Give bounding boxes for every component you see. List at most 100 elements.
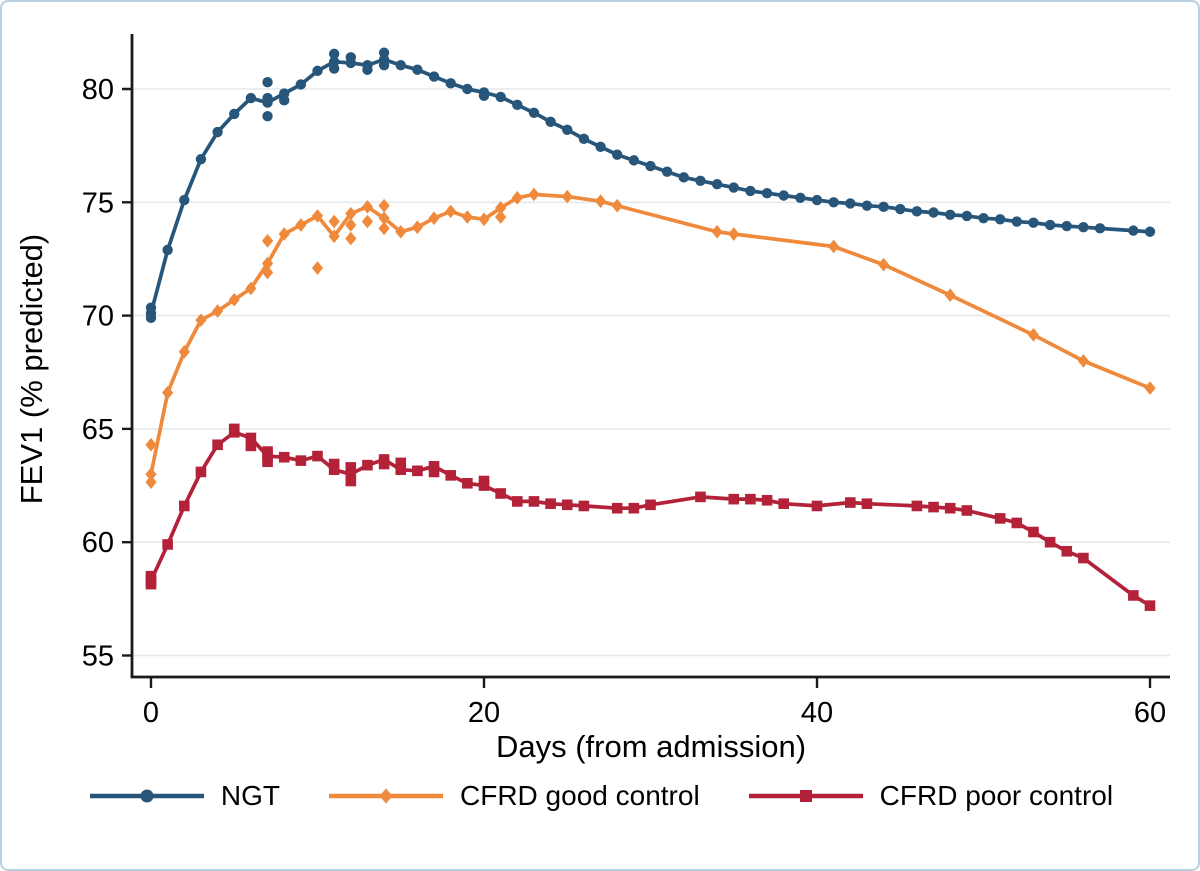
data-point-diamond <box>162 385 174 400</box>
data-point-circle <box>562 124 573 135</box>
line-chart: 55 60 65 70 75 80 0 20 40 60 FEV1 (% predicted) D… <box>14 34 1170 764</box>
data-point-square <box>745 493 756 505</box>
data-point-square <box>162 539 173 550</box>
y-tick-label: 60 <box>82 527 114 559</box>
y-tick-label: 75 <box>82 187 114 219</box>
cfrd-good-line-diamond-icon <box>329 788 444 804</box>
data-point-circle <box>428 71 440 82</box>
data-point-diamond <box>428 211 440 225</box>
data-point-circle <box>978 212 989 224</box>
gridlines <box>132 88 1170 657</box>
data-point-circle <box>445 78 456 89</box>
data-point-circle <box>1044 219 1056 231</box>
data-point-diamond <box>378 211 390 225</box>
data-point-diamond <box>511 190 523 205</box>
data-point-square <box>378 454 390 465</box>
x-axis-title: Days (from admission) <box>496 729 806 764</box>
data-point-square <box>362 459 373 471</box>
data-point-circle <box>711 178 723 190</box>
data-point-diamond <box>345 206 357 221</box>
data-point-circle <box>795 192 806 203</box>
data-point-square <box>1128 590 1139 601</box>
data-point-circle <box>312 65 323 77</box>
data-point-diamond <box>728 227 740 241</box>
data-point-diamond <box>378 198 390 213</box>
data-point-square <box>262 456 273 468</box>
data-point-diamond <box>261 256 274 271</box>
data-point-square <box>611 502 623 514</box>
data-point-circle <box>761 188 773 199</box>
data-point-diamond <box>145 475 157 489</box>
data-point-square <box>428 466 440 478</box>
data-point-circle <box>478 87 490 98</box>
data-point-diamond <box>328 214 340 229</box>
data-point-square <box>395 457 407 469</box>
data-point-circle <box>212 126 223 138</box>
data-point-circle <box>728 182 739 193</box>
axes: 55 60 65 70 75 80 0 20 40 60 <box>82 34 1170 729</box>
data-point-circle <box>928 207 939 218</box>
data-point-circle <box>528 107 540 118</box>
data-point-circle <box>1144 226 1156 237</box>
data-point-square <box>845 497 856 508</box>
data-point-square <box>345 462 357 473</box>
series-cfrd-poor-control <box>145 423 1156 611</box>
legend-item-cfrd-poor: CFRD poor control <box>746 780 1113 812</box>
data-point-circle <box>162 244 173 256</box>
data-point-square <box>994 513 1006 524</box>
data-point-square <box>328 464 340 475</box>
data-point-circle <box>745 185 756 197</box>
x-tick-label: 40 <box>801 697 833 729</box>
data-point-circle <box>395 60 406 71</box>
legend-label-cfrd-good: CFRD good control <box>460 780 700 811</box>
data-point-diamond <box>228 292 240 307</box>
series-line <box>149 192 1152 477</box>
data-point-square <box>861 498 873 509</box>
data-point-diamond <box>445 204 457 219</box>
data-point-square <box>328 458 340 470</box>
data-point-square <box>495 488 506 499</box>
data-point-circle <box>495 91 506 103</box>
data-point-square <box>645 499 656 511</box>
data-point-square <box>179 500 190 512</box>
series-line <box>149 57 1152 316</box>
data-point-diamond <box>361 200 374 214</box>
data-point-square <box>728 493 740 505</box>
data-point-diamond <box>878 257 890 272</box>
data-point-square <box>345 475 357 487</box>
data-point-diamond <box>278 227 290 241</box>
data-point-circle <box>778 190 789 201</box>
data-point-diamond <box>711 224 723 239</box>
data-point-circle <box>229 108 240 120</box>
data-point-square <box>345 468 357 480</box>
data-point-circle <box>612 149 623 160</box>
series-ngt <box>145 47 1156 324</box>
data-point-square <box>628 502 640 514</box>
data-point-diamond <box>495 201 507 215</box>
data-point-square <box>961 505 973 516</box>
data-point-diamond <box>828 239 840 254</box>
legend-item-ngt: NGT <box>87 780 280 812</box>
data-point-circle <box>179 194 190 206</box>
data-point-diamond <box>1027 328 1040 342</box>
data-point-square <box>312 450 323 462</box>
series-cfrd-good-control <box>145 187 1156 489</box>
data-point-diamond <box>528 187 540 202</box>
y-tick-label: 80 <box>82 74 114 106</box>
data-point-diamond <box>295 218 307 232</box>
data-point-diamond <box>378 221 390 236</box>
data-point-circle <box>195 154 207 165</box>
data-point-square <box>145 575 157 587</box>
cfrd-poor-line-square-icon <box>748 790 863 802</box>
data-point-circle <box>845 198 856 209</box>
data-point-square <box>561 499 573 511</box>
data-point-circle <box>695 175 706 186</box>
data-point-square <box>228 426 240 438</box>
data-point-diamond <box>461 210 473 224</box>
data-point-diamond <box>495 210 507 224</box>
data-point-circle <box>994 214 1006 225</box>
data-point-circle <box>895 203 906 215</box>
data-point-square <box>1144 600 1156 611</box>
data-point-circle <box>595 141 606 152</box>
